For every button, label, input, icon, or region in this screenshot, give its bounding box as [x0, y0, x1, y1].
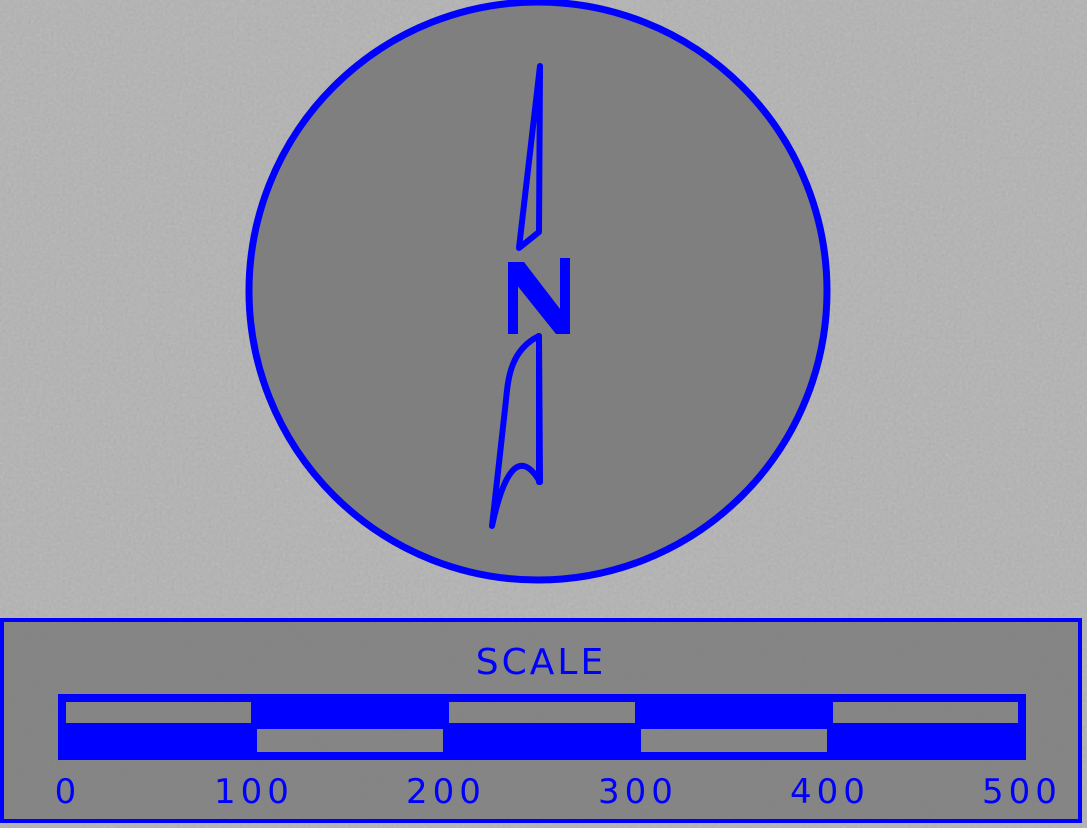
scale-tick-label: 300 [598, 772, 678, 812]
scale-segment-bottom [251, 723, 449, 759]
scale-segment-top [443, 695, 641, 729]
compass-rose [245, 0, 831, 584]
scale-title: SCALE [475, 642, 607, 683]
north-letter-icon [508, 258, 570, 334]
scale-segment-top [827, 695, 1025, 729]
scale-segment-bottom [59, 723, 257, 759]
scale-segment-bottom [635, 723, 833, 759]
north-arrow-icon [489, 63, 543, 529]
scale-bar-graphic [58, 694, 1026, 760]
scale-tick-label: 200 [406, 772, 486, 812]
scale-segment-bottom [827, 723, 1025, 759]
scale-tick-label: 100 [214, 772, 294, 812]
scale-segment-top [251, 695, 449, 729]
scale-tick-label: 500 [982, 772, 1062, 812]
scale-bar-panel: SCALE 0 100 200 300 400 500 [0, 618, 1082, 823]
scale-segment-top [635, 695, 833, 729]
scale-tick-label: 400 [790, 772, 870, 812]
scale-tick-label: 0 [54, 772, 82, 812]
scale-segment-bottom [443, 723, 641, 759]
scale-segment-top [59, 695, 257, 729]
